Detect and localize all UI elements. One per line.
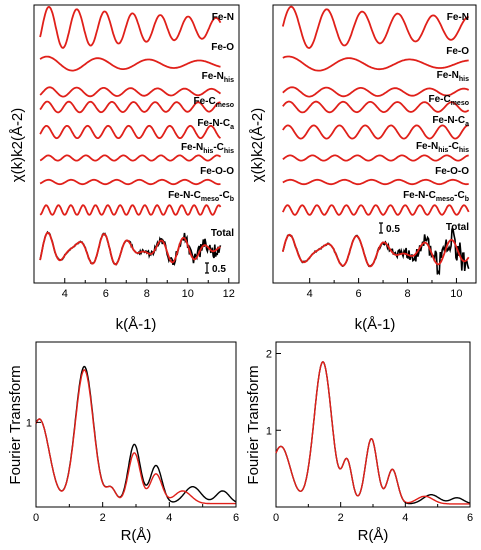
path-curve-2 — [282, 55, 469, 72]
x-tick-label-4: 4 — [307, 288, 313, 300]
ft-x-tick-label-2: 2 — [338, 512, 344, 524]
ft-right-panel: 0 2 4 6 1 2 R(Å) Fourier Transform — [245, 341, 473, 544]
exafs-left-frame — [33, 4, 240, 284]
exafs-left-panel: Fe-N Fe-O Fe-Nhis Fe-Cmeso Fe-N-Ca Fe-Nhis-Ch… — [9, 4, 240, 333]
ft-left-xlabel: R(Å) — [121, 527, 152, 544]
exafs-right-xticks: 4 6 8 10 — [307, 278, 463, 300]
ft-experiment-curve — [35, 365, 237, 503]
path-curve-6 — [282, 154, 469, 162]
path-label-6: Fe-Nhis-Chis — [181, 142, 234, 155]
path-curve-6 — [39, 154, 222, 162]
ft-y-tick-label-2: 2 — [266, 349, 272, 361]
x-tick-label-6: 6 — [356, 288, 362, 300]
path-label-1: Fe-N — [447, 12, 469, 23]
x-tick-label-12: 12 — [223, 288, 235, 300]
ft-x-tick-label-6: 6 — [467, 512, 473, 524]
scale-bar — [205, 262, 209, 274]
exafs-left-ylabel: χ(k)k2(Å-2) — [9, 108, 26, 183]
path-curve-3 — [282, 86, 470, 98]
exafs-right-xlabel: k(Å-1) — [355, 316, 396, 333]
path-label-2: Fe-O — [446, 46, 469, 57]
exafs-left-xticks: 4 6 8 10 12 — [62, 278, 235, 300]
path-curve-4 — [282, 100, 470, 114]
x-tick-label-10: 10 — [182, 288, 194, 300]
path-curve-1 — [39, 5, 222, 49]
ft-x-tick-label-6: 6 — [233, 512, 239, 524]
total-experiment-curve — [282, 228, 470, 276]
ft-y-tick-label-1: 1 — [266, 425, 272, 437]
x-tick-label-8: 8 — [404, 288, 410, 300]
ft-right-ylabel: Fourier Transform — [245, 365, 262, 484]
x-tick-label-10: 10 — [450, 288, 462, 300]
exafs-right-curves — [281, 5, 470, 276]
ft-left-curves — [35, 365, 237, 505]
ft-left-ylabel: Fourier Transform — [7, 365, 24, 484]
path-curve-3 — [39, 86, 222, 98]
path-label-4: Fe-Cmeso — [193, 96, 234, 109]
total-label: Total — [211, 228, 234, 239]
path-label-7: Fe-O-O — [200, 166, 234, 177]
path-curve-5 — [282, 124, 469, 140]
path-label-4: Fe-Cmeso — [428, 94, 469, 107]
x-tick-label-4: 4 — [62, 288, 68, 300]
total-fit-curve — [39, 231, 221, 266]
x-tick-label-6: 6 — [103, 288, 109, 300]
ft-x-tick-label-2: 2 — [100, 512, 106, 524]
total-experiment-curve — [39, 230, 222, 267]
path-label-1: Fe-N — [212, 12, 234, 23]
exafs-left-labels: Fe-N Fe-O Fe-Nhis Fe-Cmeso Fe-N-Ca Fe-Nhis-Ch… — [168, 12, 234, 275]
path-curve-2 — [39, 55, 221, 72]
exafs-left-xlabel: k(Å-1) — [116, 316, 157, 333]
path-label-7: Fe-O-O — [435, 166, 469, 177]
ft-left-ticks: 0 2 4 6 1 — [26, 417, 239, 524]
ft-x-tick-label-4: 4 — [402, 512, 408, 524]
exafs-right-panel: Fe-N Fe-O Fe-Nhis Fe-Cmeso Fe-N-Ca Fe-Nhis-Ch… — [249, 4, 477, 333]
path-label-5: Fe-N-Ca — [432, 115, 469, 128]
total-label: Total — [446, 222, 469, 233]
path-label-3: Fe-Nhis — [202, 71, 234, 84]
scale-bar-label: 0.5 — [212, 264, 226, 275]
ft-right-xlabel: R(Å) — [358, 527, 389, 544]
path-curve-8 — [39, 204, 222, 216]
path-curve-8 — [281, 204, 470, 216]
exafs-right-frame — [272, 4, 477, 284]
ft-fit-curve — [275, 361, 470, 505]
path-label-2: Fe-O — [211, 42, 234, 53]
scale-bar-label: 0.5 — [386, 224, 400, 235]
exafs-right-labels: Fe-N Fe-O Fe-Nhis Fe-Cmeso Fe-N-Ca Fe-Nhis-Ch… — [379, 12, 469, 235]
path-curve-4 — [39, 100, 221, 114]
path-curve-5 — [39, 124, 221, 140]
path-label-8: Fe-N-Cmeso-Cb — [403, 190, 469, 203]
ft-left-panel: 0 2 4 6 1 R(Å) Fourier Transform — [7, 341, 239, 544]
ft-right-ticks: 0 2 4 6 1 2 — [266, 349, 473, 524]
ft-y-tick-label-1: 1 — [26, 417, 32, 429]
x-tick-label-8: 8 — [144, 288, 150, 300]
path-curve-7 — [282, 178, 469, 186]
exafs-right-ylabel: χ(k)k2(Å-2) — [249, 108, 266, 183]
path-label-5: Fe-N-Ca — [197, 118, 234, 131]
scale-bar — [379, 222, 383, 234]
ft-x-tick-label-4: 4 — [166, 512, 172, 524]
path-curve-7 — [39, 178, 221, 186]
path-curve-1 — [281, 5, 469, 49]
path-label-3: Fe-Nhis — [437, 70, 469, 83]
exafs-left-curves — [39, 5, 222, 267]
total-fit-curve — [281, 233, 470, 268]
path-label-8: Fe-N-Cmeso-Cb — [168, 190, 234, 203]
ft-x-tick-label-0: 0 — [273, 512, 279, 524]
ft-fit-curve — [35, 369, 236, 505]
ft-x-tick-label-0: 0 — [33, 512, 39, 524]
ft-right-curves — [275, 361, 471, 505]
path-label-6: Fe-Nhis-Chis — [416, 141, 469, 154]
